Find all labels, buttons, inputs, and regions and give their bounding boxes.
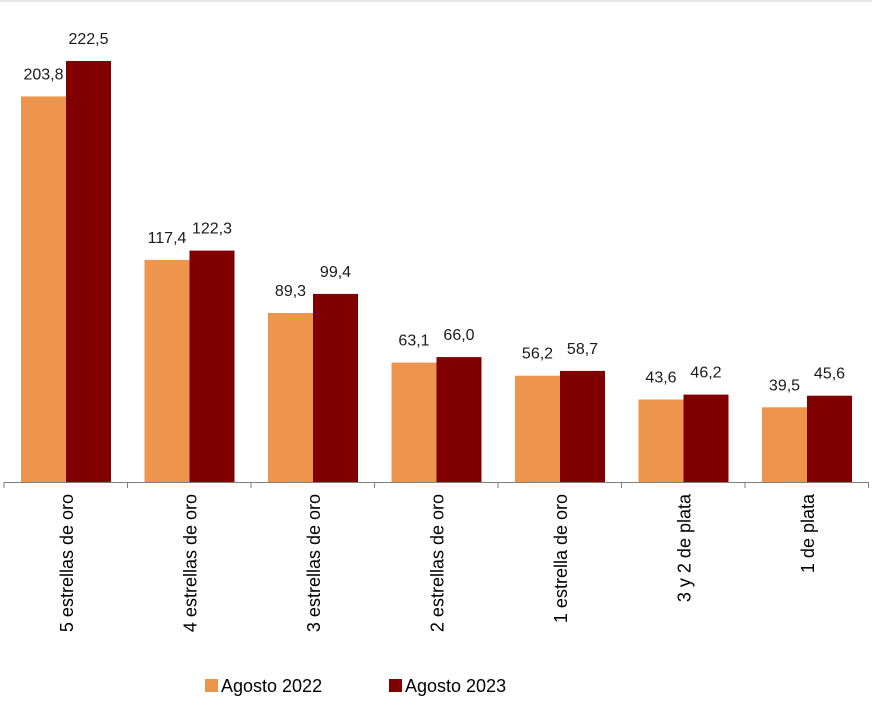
bar-1-estrella-de-oro-agosto-2022 [515, 375, 560, 482]
value-labels-group: 203,8 222,5 117,4 122,3 89,3 99,4 63,1 66,0 56,2… [23, 31, 845, 394]
category-label-5-estrellas-de-oro: 5 estrellas de oro [57, 494, 77, 632]
bar-3-y-2-de-plata-agosto-2022 [638, 399, 684, 482]
value-label-5-estrellas-de-oro-agosto-2022: 203,8 [23, 66, 63, 83]
category-label-1-de-plata: 1 de plata [798, 493, 818, 573]
value-label-3-estrellas-de-oro-agosto-2023: 99,4 [320, 264, 351, 281]
top-border [0, 0, 872, 2]
value-label-3-y-2-de-plata-agosto-2023: 46,2 [690, 365, 721, 382]
value-label-1-de-plata-agosto-2022: 39,5 [769, 377, 800, 394]
legend-label-agosto-2022: Agosto 2022 [221, 676, 322, 696]
value-label-1-de-plata-agosto-2023: 45,6 [814, 366, 845, 383]
bar-1-de-plata-agosto-2023 [807, 395, 852, 482]
value-label-1-estrella-de-oro-agosto-2023: 58,7 [567, 341, 598, 358]
bar-1-estrella-de-oro-agosto-2023 [560, 370, 605, 482]
category-label-3-estrellas-de-oro: 3 estrellas de oro [304, 494, 324, 632]
x-axis [3, 482, 869, 488]
value-label-5-estrellas-de-oro-agosto-2023: 222,5 [68, 31, 108, 48]
category-label-1-estrella-de-oro: 1 estrella de oro [551, 494, 571, 623]
value-label-4-estrellas-de-oro-agosto-2022: 117,4 [148, 230, 187, 247]
legend-swatch-agosto-2023 [389, 679, 402, 692]
value-label-3-estrellas-de-oro-agosto-2022: 89,3 [275, 283, 306, 300]
value-label-4-estrellas-de-oro-agosto-2023: 122,3 [192, 221, 232, 238]
bars-group [21, 61, 852, 483]
value-label-2-estrellas-de-oro-agosto-2022: 63,1 [398, 333, 429, 350]
category-label-2-estrellas-de-oro: 2 estrellas de oro [428, 494, 448, 632]
legend: Agosto 2022 Agosto 2023 [205, 676, 506, 696]
bar-4-estrellas-de-oro-agosto-2023 [189, 250, 235, 482]
category-label-4-estrellas-de-oro: 4 estrellas de oro [181, 494, 201, 632]
bar-1-de-plata-agosto-2022 [762, 407, 807, 482]
bar-3-estrellas-de-oro-agosto-2022 [268, 313, 313, 482]
category-label-3-y-2-de-plata: 3 y 2 de plata [675, 493, 695, 602]
bar-4-estrellas-de-oro-agosto-2022 [144, 259, 190, 482]
bar-3-estrellas-de-oro-agosto-2023 [313, 293, 358, 482]
value-label-1-estrella-de-oro-agosto-2022: 56,2 [522, 346, 553, 363]
bar-5-estrellas-de-oro-agosto-2023 [66, 61, 111, 482]
value-label-2-estrellas-de-oro-agosto-2023: 66,0 [443, 327, 474, 344]
bar-3-y-2-de-plata-agosto-2023 [683, 394, 729, 482]
legend-label-agosto-2023: Agosto 2023 [405, 676, 506, 696]
value-label-3-y-2-de-plata-agosto-2022: 43,6 [645, 370, 676, 387]
category-labels-group: 5 estrellas de oro 4 estrellas de oro 3 es… [57, 493, 818, 632]
legend-swatch-agosto-2022 [205, 679, 218, 692]
bar-2-estrellas-de-oro-agosto-2023 [436, 357, 482, 482]
bar-2-estrellas-de-oro-agosto-2022 [391, 362, 437, 482]
bar-5-estrellas-de-oro-agosto-2022 [21, 96, 66, 483]
